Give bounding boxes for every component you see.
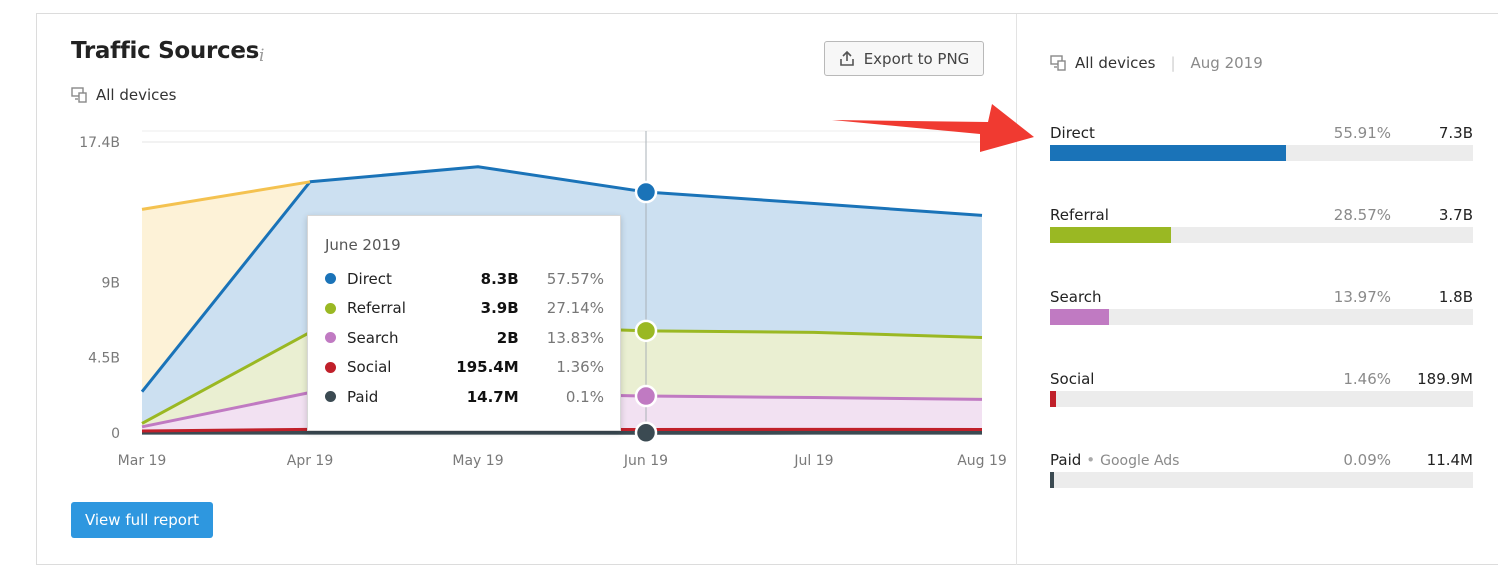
export-png-button[interactable]: Export to PNG bbox=[824, 41, 984, 76]
source-percent: 55.91% bbox=[1333, 124, 1391, 142]
tooltip-series-name: Social bbox=[347, 358, 392, 377]
tooltip-series-value: 8.3B bbox=[480, 269, 519, 288]
y-tick-label: 9B bbox=[101, 275, 120, 291]
chart-tooltip: June 2019 Direct 8.3B 57.57% Referral 3.9B 27… bbox=[307, 215, 621, 431]
share-bar-track bbox=[1050, 472, 1473, 488]
source-percent: 0.09% bbox=[1343, 451, 1391, 469]
devices-icon bbox=[71, 87, 87, 103]
source-value: 11.4M bbox=[1426, 451, 1473, 469]
tooltip-series-value: 14.7M bbox=[466, 387, 519, 406]
share-bar-fill bbox=[1050, 472, 1054, 488]
source-item-referral[interactable]: Referral 28.57% 3.7B bbox=[1050, 206, 1473, 246]
tooltip-series-name: Direct bbox=[347, 269, 392, 288]
devices-icon bbox=[1050, 55, 1066, 71]
bullet-separator: • bbox=[1086, 451, 1096, 469]
tooltip-series-name: Referral bbox=[347, 299, 406, 318]
y-tick-label: 0 bbox=[111, 426, 120, 442]
series-dot-icon bbox=[325, 391, 336, 403]
series-line-unlabeled bbox=[141, 180, 311, 211]
tooltip-row: Referral 3.9B 27.14% bbox=[325, 294, 604, 324]
source-value: 3.7B bbox=[1438, 206, 1473, 224]
source-value: 1.8B bbox=[1438, 288, 1473, 306]
tooltip-series-name: Paid bbox=[347, 387, 379, 406]
tooltip-series-percent: 57.57% bbox=[546, 269, 604, 288]
share-bar-track bbox=[1050, 227, 1473, 243]
tooltip-row: Direct 8.3B 57.57% bbox=[325, 264, 604, 294]
source-value: 7.3B bbox=[1438, 124, 1473, 142]
point-paid bbox=[634, 421, 658, 445]
y-tick-label: 4.5B bbox=[88, 351, 120, 367]
tooltip-series-value: 195.4M bbox=[456, 358, 519, 377]
share-bar-track bbox=[1050, 391, 1473, 407]
right-month-label: Aug 2019 bbox=[1190, 54, 1263, 72]
header-separator: | bbox=[1170, 54, 1176, 72]
share-bar-fill bbox=[1050, 309, 1110, 325]
series-dot-icon bbox=[325, 273, 336, 285]
share-bar-fill bbox=[1050, 391, 1057, 407]
series-dot-icon bbox=[325, 332, 336, 344]
source-name: Search bbox=[1050, 288, 1102, 306]
source-name-text: Search bbox=[1050, 288, 1102, 306]
right-devices-label[interactable]: All devices bbox=[1075, 54, 1156, 72]
tooltip-series-percent: 27.14% bbox=[546, 299, 604, 318]
point-search bbox=[634, 384, 658, 408]
tooltip-row: Search 2B 13.83% bbox=[325, 323, 604, 353]
tooltip-month: June 2019 bbox=[325, 236, 401, 254]
point-referral bbox=[634, 319, 658, 343]
export-icon bbox=[839, 50, 854, 66]
tooltip-row: Social 195.4M 1.36% bbox=[325, 353, 604, 383]
source-percent: 28.57% bbox=[1333, 206, 1391, 224]
source-name-text: Direct bbox=[1050, 124, 1095, 142]
source-name: Referral bbox=[1050, 206, 1109, 224]
x-tick-label: Mar 19 bbox=[118, 453, 167, 469]
share-bar-fill bbox=[1050, 227, 1171, 243]
x-tick-label: May 19 bbox=[452, 453, 503, 469]
tooltip-series-value: 2B bbox=[496, 328, 519, 347]
tooltip-series-name: Search bbox=[347, 328, 399, 347]
panel-divider bbox=[1016, 14, 1017, 565]
series-dot-icon bbox=[325, 361, 336, 373]
source-percent: 13.97% bbox=[1333, 288, 1391, 306]
source-item-paid[interactable]: Paid • Google Ads 0.09% 11.4M bbox=[1050, 451, 1473, 491]
source-name-text: Paid bbox=[1050, 451, 1082, 469]
point-direct bbox=[634, 180, 658, 204]
share-bar-fill bbox=[1050, 145, 1287, 161]
series-line-direct bbox=[140, 165, 983, 393]
source-item-direct[interactable]: Direct 55.91% 7.3B bbox=[1050, 124, 1473, 164]
share-bar-track bbox=[1050, 145, 1473, 161]
y-tick-label: 17.4B bbox=[79, 135, 120, 151]
source-item-search[interactable]: Search 13.97% 1.8B bbox=[1050, 288, 1473, 328]
tooltip-row: Paid 14.7M 0.1% bbox=[325, 382, 604, 412]
source-name: Direct bbox=[1050, 124, 1095, 142]
source-name: Paid • Google Ads bbox=[1050, 451, 1179, 469]
x-tick-label: Apr 19 bbox=[287, 453, 333, 469]
info-icon[interactable]: i bbox=[259, 46, 265, 66]
source-value: 189.9M bbox=[1417, 370, 1473, 388]
tooltip-series-percent: 0.1% bbox=[565, 387, 604, 406]
source-name-text: Social bbox=[1050, 370, 1095, 388]
series-dot-icon bbox=[325, 302, 336, 314]
tooltip-series-percent: 1.36% bbox=[556, 358, 604, 377]
tooltip-series-value: 3.9B bbox=[480, 299, 519, 318]
x-tick-label: Aug 19 bbox=[957, 453, 1007, 469]
x-tick-label: Jun 19 bbox=[623, 453, 668, 469]
source-percent: 1.46% bbox=[1343, 370, 1391, 388]
view-full-report-button[interactable]: View full report bbox=[71, 502, 213, 538]
export-label: Export to PNG bbox=[863, 49, 970, 68]
source-name-text: Referral bbox=[1050, 206, 1109, 224]
x-tick-label: Jul 19 bbox=[793, 453, 833, 469]
share-bar-track bbox=[1050, 309, 1473, 325]
source-item-social[interactable]: Social 1.46% 189.9M bbox=[1050, 370, 1473, 410]
widget-title: Traffic Sources bbox=[71, 38, 260, 64]
tooltip-series-percent: 13.83% bbox=[546, 328, 604, 347]
red-arrow-annotation bbox=[832, 104, 1034, 152]
right-panel-header: All devices | Aug 2019 bbox=[1050, 54, 1263, 72]
devices-label: All devices bbox=[96, 86, 177, 104]
source-name: Social bbox=[1050, 370, 1094, 388]
devices-filter[interactable]: All devices bbox=[71, 86, 176, 104]
source-subtitle: Google Ads bbox=[1100, 453, 1180, 469]
